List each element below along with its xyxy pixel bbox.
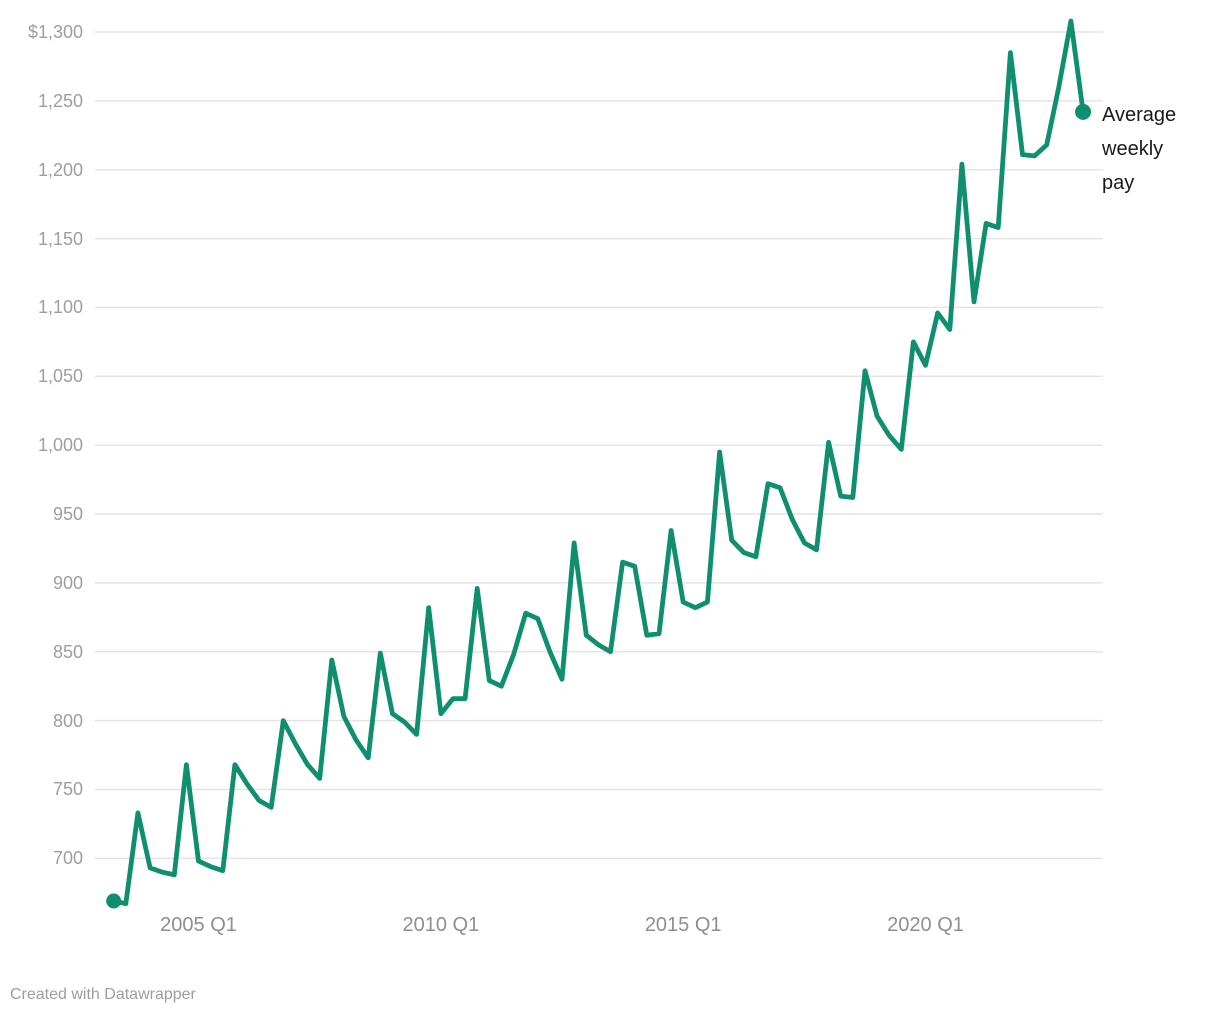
- y-axis-label: 900: [52, 572, 83, 593]
- y-axis-label: 1,200: [37, 159, 83, 180]
- y-axis-label: $1,300: [27, 22, 83, 42]
- y-axis-label: 1,100: [37, 297, 83, 318]
- attribution-text: Created with Datawrapper: [10, 986, 196, 1003]
- x-axis-label: 2015 Q1: [644, 914, 722, 936]
- y-axis-label: 800: [52, 710, 83, 731]
- x-axis-label: 2010 Q1: [402, 914, 480, 936]
- y-axis-label: 950: [52, 504, 83, 524]
- y-axis-label: 1,000: [37, 435, 83, 456]
- y-axis-label: 1,150: [37, 228, 83, 249]
- y-axis-label: 850: [52, 641, 83, 662]
- average-weekly-pay-line[interactable]: [111, 18, 1086, 907]
- y-axis-label: 1,050: [37, 366, 83, 387]
- series-start-dot[interactable]: [106, 893, 122, 909]
- x-axis-label: 2005 Q1: [160, 914, 237, 936]
- y-axis-label: 750: [52, 779, 83, 800]
- y-axis-label: 1,250: [37, 90, 83, 111]
- series-label: Average weekly pay: [1102, 103, 1177, 194]
- series-end-dot[interactable]: [1075, 103, 1092, 120]
- y-axis-label: 700: [52, 848, 83, 869]
- x-axis-label: 2020 Q1: [887, 914, 964, 936]
